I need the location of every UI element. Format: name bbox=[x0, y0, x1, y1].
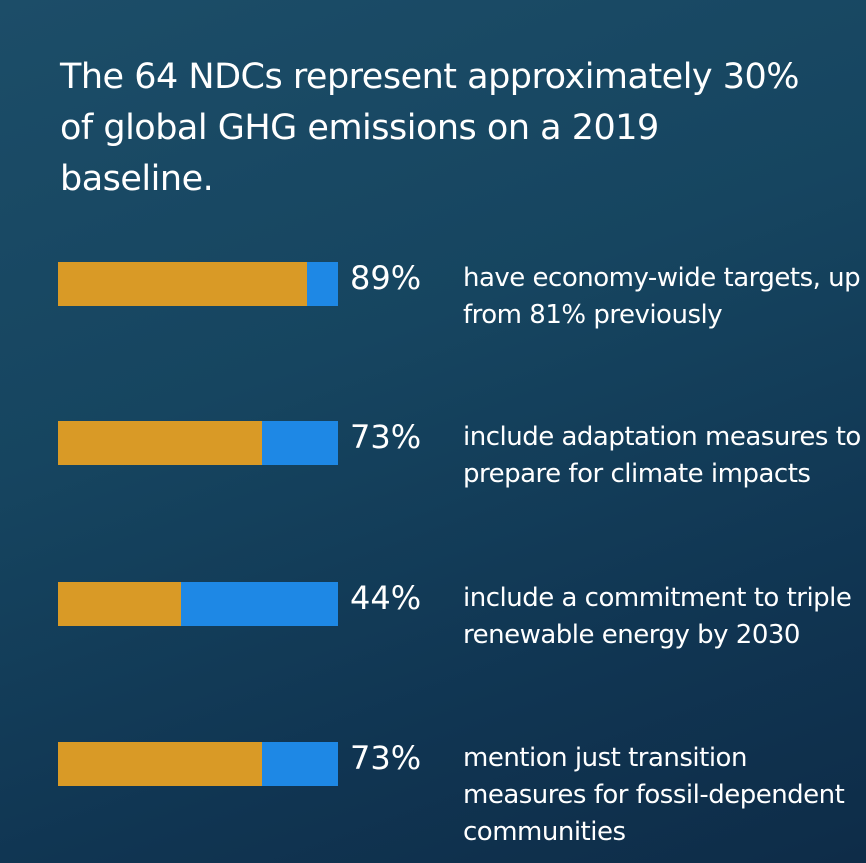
bar-track bbox=[58, 582, 338, 626]
bar-fill bbox=[58, 262, 308, 306]
bar-track bbox=[58, 262, 338, 306]
data-label: 73% bbox=[350, 739, 422, 777]
bar-description: include adaptation measures to prepare f… bbox=[463, 422, 861, 489]
data-label: 44% bbox=[350, 579, 422, 617]
bar-track bbox=[58, 742, 338, 786]
bar-track bbox=[58, 421, 338, 465]
bar-fill bbox=[58, 582, 182, 626]
bar-description: mention just transition measures for fos… bbox=[463, 743, 845, 847]
data-label: 73% bbox=[350, 418, 422, 456]
data-label: 89% bbox=[350, 259, 422, 297]
bar-fill bbox=[58, 742, 263, 786]
bar-fill bbox=[58, 421, 263, 465]
chart-title: The 64 NDCs represent approximately 30% … bbox=[60, 57, 800, 199]
bar-description: include a commitment to triple renewable… bbox=[463, 583, 852, 650]
bar-description: have economy-wide targets, up from 81% p… bbox=[463, 263, 861, 330]
